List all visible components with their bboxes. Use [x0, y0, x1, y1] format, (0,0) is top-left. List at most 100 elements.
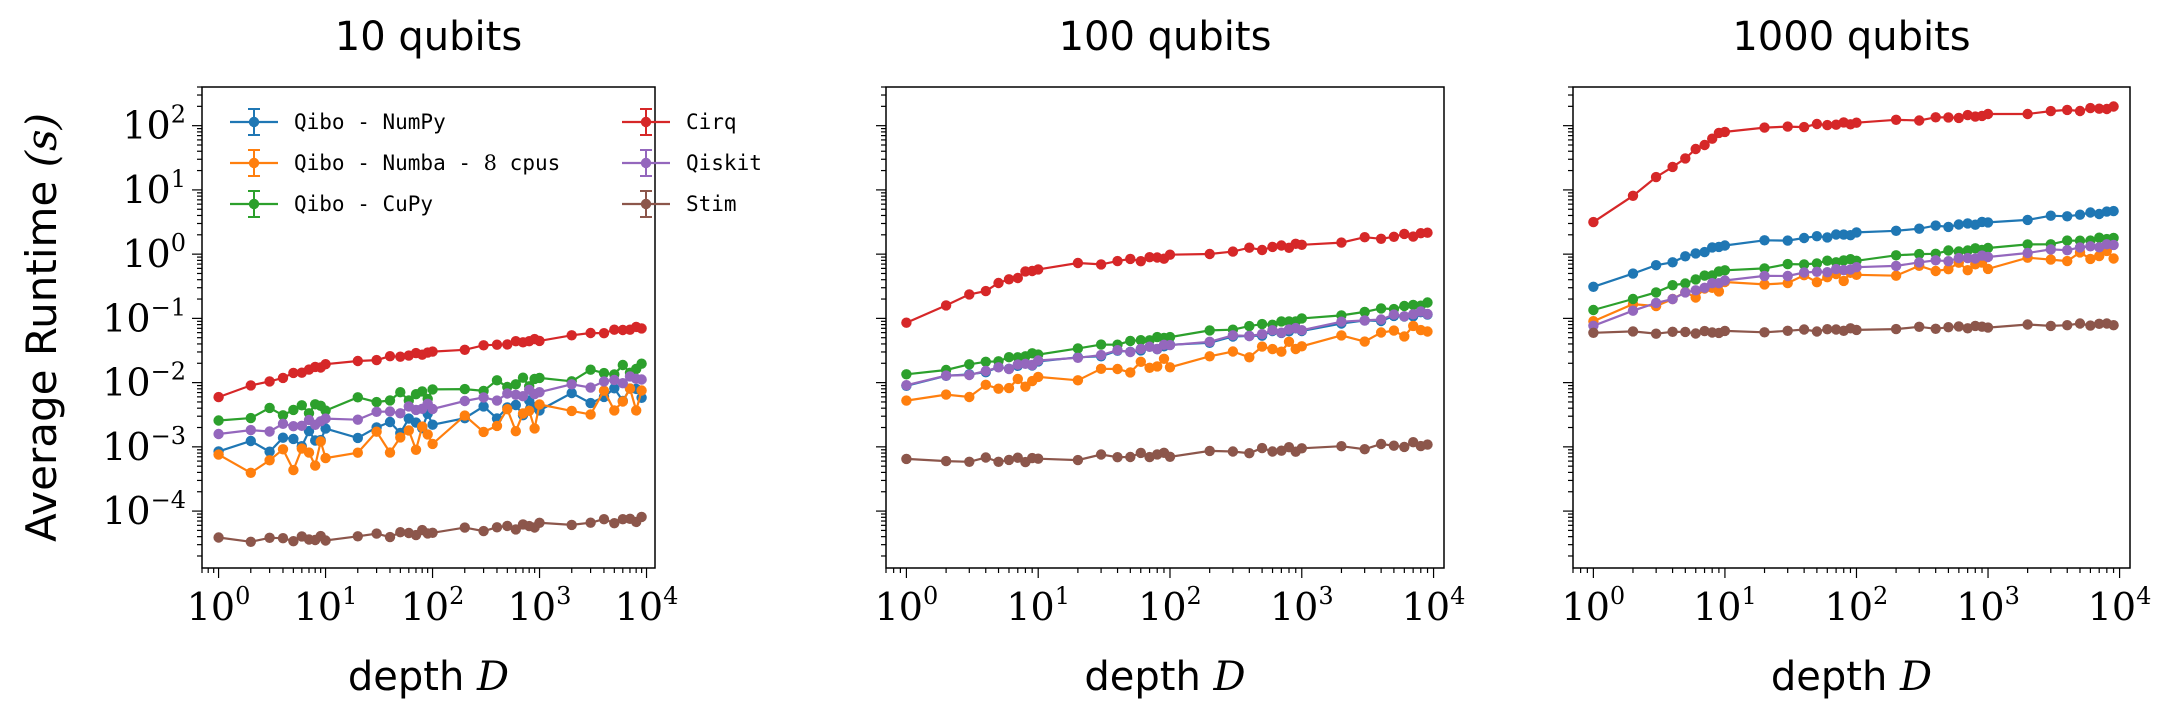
data-point [1627, 268, 1639, 279]
data-point [624, 383, 636, 394]
data-point [1095, 363, 1107, 374]
data-point [1943, 112, 1954, 123]
data-point [371, 406, 382, 417]
data-point [491, 339, 503, 350]
data-point [1399, 441, 1410, 453]
data-point [1914, 115, 1925, 126]
data-point [901, 395, 912, 406]
series-4 [1588, 239, 2119, 331]
data-point [993, 383, 1004, 394]
data-point [2022, 108, 2033, 120]
data-point [1375, 327, 1387, 338]
data-point [491, 375, 503, 386]
data-point [264, 376, 275, 387]
data-point [980, 365, 991, 377]
data-point [2045, 320, 2056, 332]
data-point [1296, 341, 1308, 352]
data-point [993, 456, 1004, 467]
data-point [1152, 361, 1163, 372]
x-axis-label: depth D [348, 654, 509, 700]
plot-frame [1572, 86, 2131, 569]
y-tick-label: 101 [122, 165, 186, 212]
data-point [1204, 325, 1215, 336]
data-point [371, 426, 382, 437]
data-point [1003, 352, 1015, 363]
data-point [1408, 299, 1419, 311]
data-point [1713, 286, 1725, 297]
data-point [1072, 375, 1084, 386]
data-point [1890, 114, 1902, 126]
panel-title: 100 qubits [1059, 14, 1272, 60]
data-point [2094, 250, 2105, 262]
data-point [2108, 239, 2119, 251]
data-point [384, 447, 396, 458]
data-point [264, 455, 275, 466]
data-point [1798, 121, 1810, 133]
data-point [1244, 242, 1255, 253]
data-point [1012, 373, 1023, 385]
data-point [1943, 322, 1954, 333]
data-point [277, 432, 289, 443]
data-point [1811, 326, 1823, 337]
data-point [617, 359, 628, 371]
data-point [288, 433, 299, 445]
data-point [491, 522, 503, 533]
data-point [598, 328, 610, 339]
data-point [1699, 246, 1710, 258]
data-point [1798, 232, 1810, 244]
data-point [1930, 220, 1941, 231]
data-point [1953, 219, 1965, 230]
data-point [502, 339, 513, 350]
data-point [1408, 320, 1419, 332]
data-point [491, 420, 503, 432]
data-point [598, 514, 610, 525]
data-point [1388, 309, 1400, 320]
data-point [427, 403, 438, 415]
data-point [1125, 367, 1136, 378]
data-point [1244, 448, 1255, 459]
data-point [2062, 235, 2073, 246]
data-point [1112, 363, 1123, 375]
data-point [1276, 316, 1287, 327]
data-point [1112, 255, 1123, 267]
data-point [598, 367, 610, 379]
y-tick-label: 10−2 [102, 358, 186, 405]
data-point [1164, 362, 1176, 373]
data-point [598, 376, 610, 387]
data-point [1982, 263, 1994, 275]
x-tick-label: 102 [401, 582, 465, 629]
data-point [1680, 153, 1691, 164]
data-point [1227, 446, 1239, 457]
plot-frame [201, 86, 656, 569]
data-point [427, 419, 438, 430]
x-axis-label: depth D [1084, 654, 1245, 700]
data-point [1164, 451, 1176, 462]
data-point [1914, 248, 1925, 260]
data-point [566, 405, 577, 417]
data-point [524, 405, 535, 416]
data-point [1033, 453, 1044, 464]
data-point [617, 378, 628, 389]
data-point [2085, 241, 2096, 252]
data-point [1667, 257, 1678, 268]
data-point [1135, 447, 1147, 459]
data-point [1822, 255, 1833, 266]
data-point [1227, 346, 1239, 357]
data-point [320, 359, 331, 370]
data-point [384, 406, 396, 417]
data-point [1359, 315, 1370, 326]
chart-panel-2: 1000 qubits depth D 100 101 102 103 104 [1562, 14, 2152, 700]
data-point [371, 354, 382, 366]
data-point [1095, 349, 1107, 361]
x-tick-label: 100 [187, 582, 251, 629]
legend: Qibo - NumPy Qibo - Numba - 8 cpus Qibo - … [230, 108, 762, 218]
data-point [1296, 325, 1308, 336]
legend-entry: Cirq [622, 108, 737, 136]
data-point [609, 405, 620, 416]
data-point [1033, 355, 1044, 366]
data-point [1033, 264, 1044, 275]
x-tick-label: 101 [294, 582, 358, 629]
data-point [320, 535, 331, 546]
data-point [296, 400, 307, 411]
